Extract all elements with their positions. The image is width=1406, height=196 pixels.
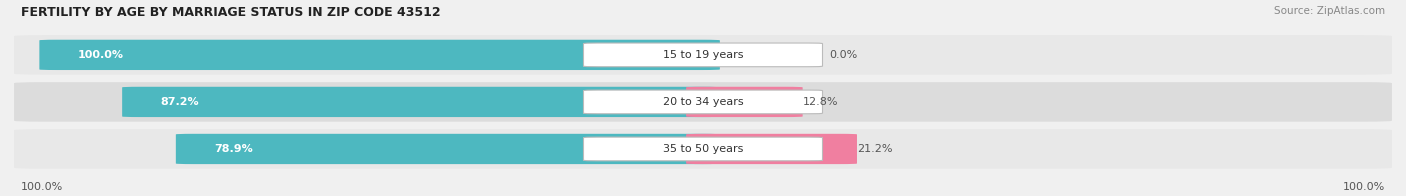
Text: 15 to 19 years: 15 to 19 years	[662, 50, 744, 60]
Text: 100.0%: 100.0%	[1343, 182, 1385, 192]
Text: 100.0%: 100.0%	[21, 182, 63, 192]
Text: 20 to 34 years: 20 to 34 years	[662, 97, 744, 107]
FancyBboxPatch shape	[686, 134, 858, 164]
Text: Source: ZipAtlas.com: Source: ZipAtlas.com	[1274, 6, 1385, 16]
FancyBboxPatch shape	[14, 129, 1392, 169]
FancyBboxPatch shape	[583, 43, 823, 67]
Text: 35 to 50 years: 35 to 50 years	[662, 144, 744, 154]
FancyBboxPatch shape	[686, 87, 803, 117]
FancyBboxPatch shape	[583, 137, 823, 161]
FancyBboxPatch shape	[176, 134, 720, 164]
Text: 78.9%: 78.9%	[214, 144, 253, 154]
FancyBboxPatch shape	[583, 90, 823, 114]
FancyBboxPatch shape	[14, 35, 1392, 75]
Text: 12.8%: 12.8%	[803, 97, 838, 107]
Text: 87.2%: 87.2%	[160, 97, 198, 107]
FancyBboxPatch shape	[14, 82, 1392, 122]
Text: FERTILITY BY AGE BY MARRIAGE STATUS IN ZIP CODE 43512: FERTILITY BY AGE BY MARRIAGE STATUS IN Z…	[21, 6, 440, 19]
Text: 21.2%: 21.2%	[858, 144, 893, 154]
Text: 100.0%: 100.0%	[77, 50, 124, 60]
FancyBboxPatch shape	[122, 87, 720, 117]
FancyBboxPatch shape	[39, 40, 720, 70]
Text: 0.0%: 0.0%	[830, 50, 858, 60]
